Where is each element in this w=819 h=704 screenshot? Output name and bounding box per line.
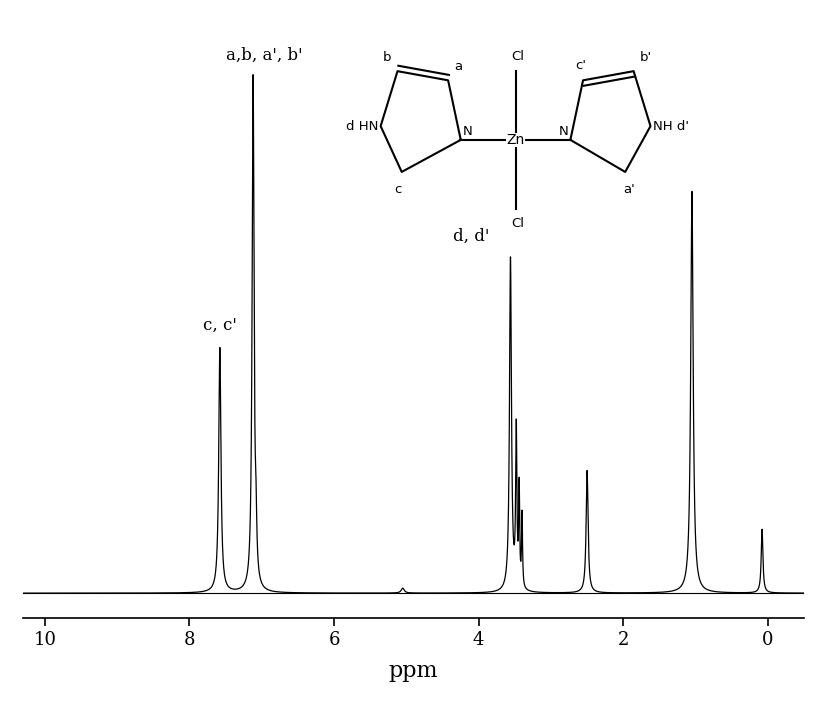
X-axis label: ppm: ppm [389, 660, 438, 682]
Text: a,b, a', b': a,b, a', b' [225, 47, 302, 64]
Text: d, d': d, d' [453, 228, 490, 245]
Text: c, c': c, c' [203, 317, 237, 334]
